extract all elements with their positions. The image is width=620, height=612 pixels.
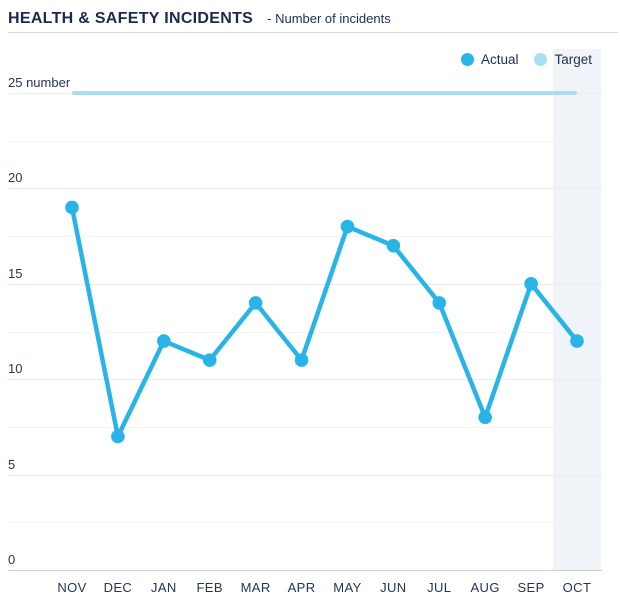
x-axis-label: NOV xyxy=(57,580,87,595)
x-axis-label: OCT xyxy=(562,580,592,595)
data-point-MAY[interactable] xyxy=(340,219,355,234)
gridline-major xyxy=(8,475,602,476)
actual-series-dot-icon xyxy=(460,53,474,66)
x-axis-label: SEP xyxy=(517,580,545,595)
header-divider xyxy=(8,32,618,33)
chart-title: HEALTH & SAFETY INCIDENTS xyxy=(8,10,254,27)
target-series-dot-icon xyxy=(534,53,548,66)
chart-subtitle: - Number of incidents xyxy=(267,11,391,26)
y-tick-label: 10 xyxy=(8,361,23,376)
data-point-JUN[interactable] xyxy=(386,238,401,253)
data-point-JAN[interactable] xyxy=(157,334,171,348)
y-tick-label: 20 xyxy=(8,170,23,185)
x-axis-label: AUG xyxy=(470,580,500,595)
x-axis-label: MAR xyxy=(240,580,271,595)
zero-gridline xyxy=(8,570,602,571)
data-point-FEB[interactable] xyxy=(202,353,217,367)
y-axis-top-label: 25 number xyxy=(8,75,71,90)
x-axis-label: JUL xyxy=(427,580,452,595)
target-line xyxy=(72,91,577,95)
x-axis-label: MAY xyxy=(333,580,362,595)
gridline-major xyxy=(8,188,602,189)
widget-header: HEALTH & SAFETY INCIDENTS - Number of in… xyxy=(8,10,612,28)
data-point-OCT[interactable] xyxy=(570,334,584,348)
gridline-minor xyxy=(8,427,602,428)
data-point-MAR[interactable] xyxy=(248,296,263,310)
gridline-minor xyxy=(8,236,602,237)
actual-line xyxy=(69,205,580,439)
data-point-SEP[interactable] xyxy=(524,277,538,291)
x-axis-label: FEB xyxy=(196,580,223,595)
gridline-major xyxy=(8,284,602,285)
data-point-AUG[interactable] xyxy=(478,410,492,425)
legend-item-actual[interactable]: Actual xyxy=(460,52,519,67)
x-axis-label: DEC xyxy=(103,580,133,595)
data-point-NOV[interactable] xyxy=(65,200,79,215)
legend: Actual Target xyxy=(460,52,592,67)
legend-label-target: Target xyxy=(554,52,592,67)
gridline-minor xyxy=(8,141,602,142)
legend-label-actual: Actual xyxy=(480,52,519,67)
y-tick-label: 15 xyxy=(8,266,23,281)
gridline-minor xyxy=(8,522,602,523)
gridline-minor xyxy=(8,332,602,333)
x-axis-label: JUN xyxy=(380,580,407,595)
y-tick-label: 5 xyxy=(8,457,16,472)
data-point-JUL[interactable] xyxy=(432,296,447,310)
data-point-DEC[interactable] xyxy=(111,429,125,444)
legend-item-target[interactable]: Target xyxy=(534,52,592,67)
y-tick-label: 0 xyxy=(8,552,16,567)
x-axis-label: APR xyxy=(287,580,316,595)
gridline-major xyxy=(8,379,602,380)
data-point-APR[interactable] xyxy=(294,353,309,367)
target-period-highlight xyxy=(552,49,602,570)
x-axis-label: JAN xyxy=(150,580,177,595)
